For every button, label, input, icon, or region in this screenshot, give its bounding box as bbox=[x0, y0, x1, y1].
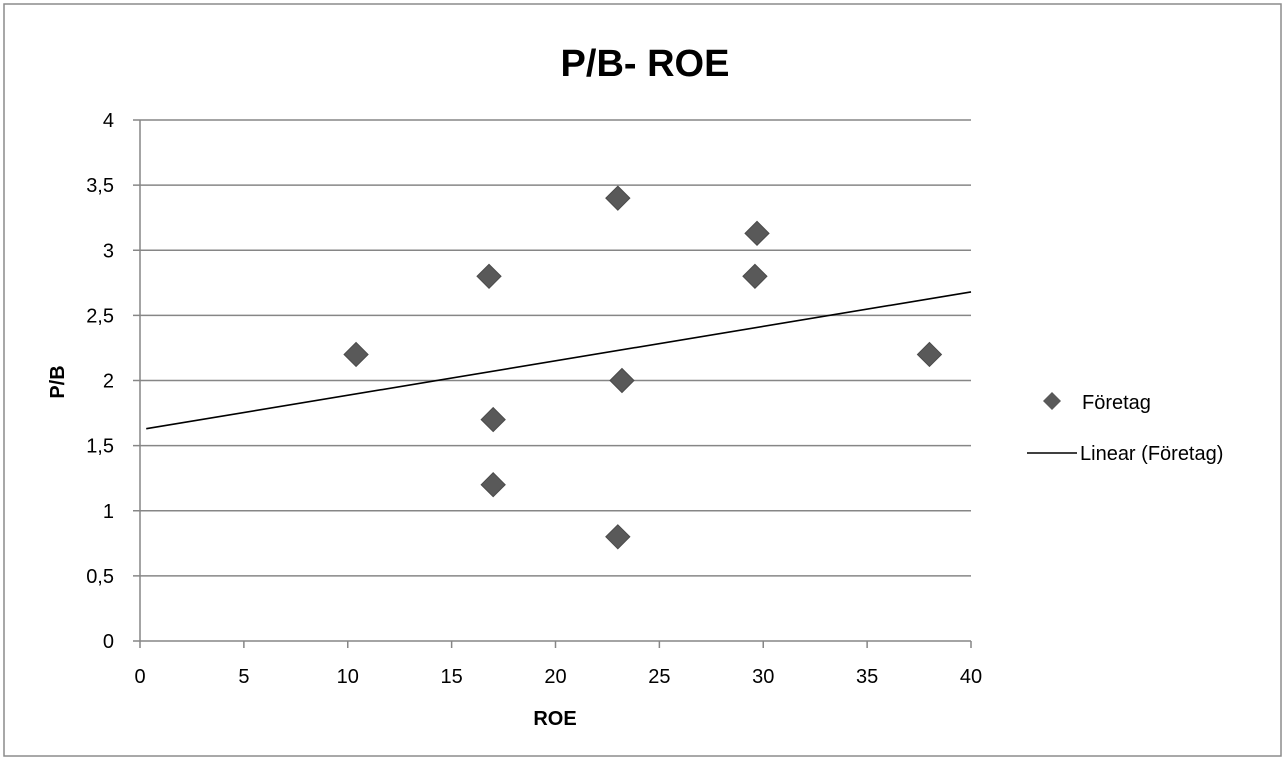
data-point bbox=[605, 524, 631, 550]
y-axis-label: P/B bbox=[47, 365, 69, 398]
y-tick-label: 0,5 bbox=[86, 566, 114, 588]
x-tick-labels: 0 5 10 15 20 25 30 35 40 bbox=[134, 666, 982, 688]
legend-marker-diamond bbox=[1043, 392, 1061, 410]
x-tick-label: 35 bbox=[856, 666, 878, 688]
y-tick-label: 3,5 bbox=[86, 175, 114, 197]
x-axis-label: ROE bbox=[533, 708, 576, 730]
y-tick-label: 3 bbox=[103, 240, 114, 262]
y-tick-label: 4 bbox=[103, 110, 114, 132]
x-tick-label: 10 bbox=[337, 666, 359, 688]
y-tick-labels: 0 0,5 1 1,5 2 2,5 3 3,5 4 bbox=[86, 110, 114, 653]
data-point bbox=[480, 406, 506, 433]
legend-label-trendline: Linear (Företag) bbox=[1080, 443, 1223, 465]
data-points bbox=[343, 185, 943, 550]
data-point bbox=[480, 471, 506, 498]
x-tick-label: 20 bbox=[544, 666, 566, 688]
x-tick-label: 15 bbox=[441, 666, 463, 688]
axes bbox=[133, 119, 972, 648]
trendline-group bbox=[146, 291, 972, 430]
y-tick-label: 1,5 bbox=[86, 436, 114, 458]
y-tick-label: 2,5 bbox=[86, 305, 114, 327]
x-tick-label: 40 bbox=[960, 666, 982, 688]
gridlines bbox=[140, 119, 971, 577]
data-point bbox=[916, 341, 943, 368]
x-tick-label: 5 bbox=[238, 666, 249, 688]
chart-title: P/B- ROE bbox=[561, 43, 730, 85]
x-tick-label: 0 bbox=[134, 666, 145, 688]
legend: Företag Linear (Företag) bbox=[1027, 392, 1223, 465]
data-point bbox=[343, 341, 369, 368]
x-tick-label: 30 bbox=[752, 666, 774, 688]
y-tick-label: 2 bbox=[103, 371, 114, 393]
trendline bbox=[146, 291, 972, 430]
data-point bbox=[742, 263, 768, 290]
data-point bbox=[476, 263, 502, 290]
data-point bbox=[609, 367, 635, 394]
data-point bbox=[744, 220, 770, 247]
y-tick-label: 1 bbox=[103, 501, 114, 523]
y-tick-label: 0 bbox=[103, 631, 114, 653]
x-tick-label: 25 bbox=[648, 666, 670, 688]
legend-label-series: Företag bbox=[1082, 392, 1151, 414]
data-point bbox=[605, 185, 631, 211]
